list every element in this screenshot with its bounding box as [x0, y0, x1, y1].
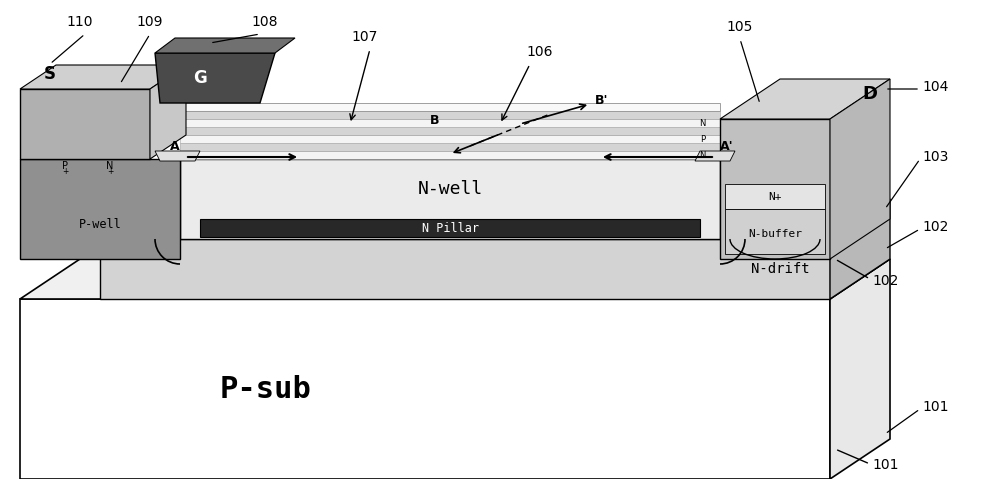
Polygon shape [180, 119, 720, 127]
Text: 102: 102 [922, 220, 948, 234]
Polygon shape [155, 38, 295, 53]
Polygon shape [20, 89, 150, 159]
Polygon shape [100, 239, 830, 299]
Text: A': A' [720, 140, 734, 153]
Text: 104: 104 [922, 80, 948, 94]
Text: N+: N+ [768, 192, 782, 202]
Polygon shape [155, 151, 200, 161]
Polygon shape [720, 79, 890, 119]
Polygon shape [180, 127, 720, 135]
Text: 109: 109 [137, 15, 163, 29]
Text: 101: 101 [872, 458, 898, 472]
Polygon shape [180, 111, 720, 119]
Text: D: D [862, 85, 878, 103]
Text: P-well: P-well [79, 217, 121, 230]
Polygon shape [180, 159, 720, 239]
Text: 107: 107 [352, 30, 378, 44]
Polygon shape [725, 209, 825, 254]
Text: N: N [699, 118, 705, 127]
Text: 105: 105 [727, 20, 753, 34]
Polygon shape [100, 199, 890, 239]
Polygon shape [695, 151, 735, 161]
Text: N Pillar: N Pillar [422, 221, 479, 235]
Polygon shape [830, 79, 890, 259]
Text: 110: 110 [67, 15, 93, 29]
Polygon shape [830, 199, 890, 299]
Text: B': B' [595, 94, 608, 107]
Text: N: N [699, 150, 705, 160]
Polygon shape [20, 259, 890, 299]
Polygon shape [155, 53, 275, 103]
Text: 101: 101 [922, 400, 948, 414]
Text: 108: 108 [252, 15, 278, 29]
Text: S: S [44, 65, 56, 83]
Polygon shape [180, 135, 720, 143]
Text: N-well: N-well [417, 180, 483, 198]
Text: P: P [62, 161, 68, 171]
Polygon shape [830, 259, 890, 479]
Polygon shape [150, 65, 186, 159]
Polygon shape [725, 184, 825, 209]
Polygon shape [170, 103, 720, 111]
Polygon shape [20, 159, 180, 259]
Polygon shape [180, 143, 720, 151]
Polygon shape [20, 299, 830, 479]
Text: +: + [107, 168, 113, 176]
Polygon shape [20, 65, 186, 89]
Text: A: A [170, 140, 180, 153]
Text: 103: 103 [922, 150, 948, 164]
Text: B: B [430, 114, 440, 127]
Text: 102: 102 [872, 274, 898, 288]
Text: P-sub: P-sub [220, 375, 312, 403]
Text: N-drift: N-drift [751, 262, 810, 276]
Polygon shape [200, 219, 700, 237]
Text: 106: 106 [527, 45, 553, 59]
Text: P: P [700, 135, 705, 144]
Text: G: G [193, 69, 207, 87]
Text: N: N [106, 161, 114, 171]
Text: +: + [62, 168, 68, 176]
Text: N-buffer: N-buffer [748, 229, 802, 239]
Polygon shape [180, 151, 720, 159]
Polygon shape [720, 119, 830, 259]
